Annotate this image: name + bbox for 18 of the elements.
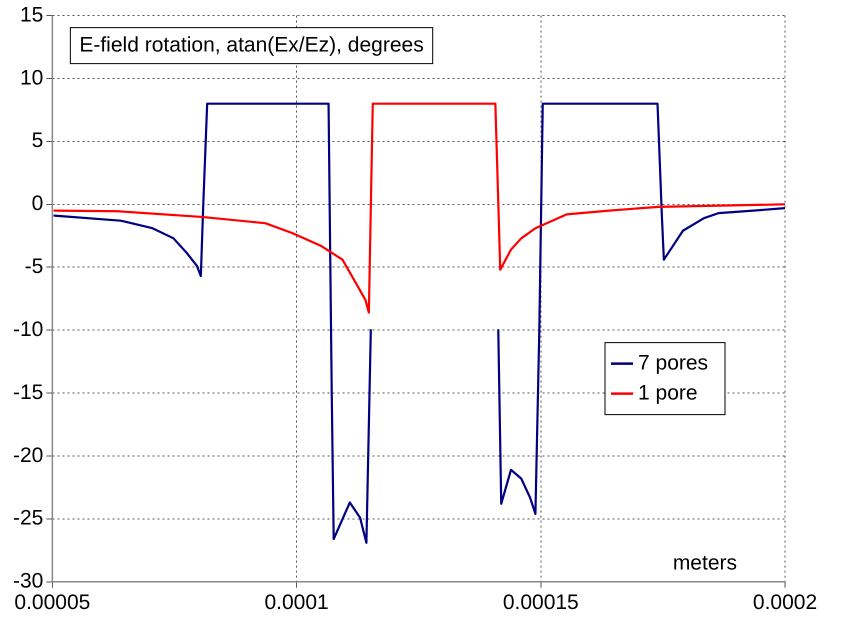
y-tick-label: 15 [20, 3, 44, 26]
y-tick-label: -30 [12, 570, 44, 593]
y-tick-label: 10 [20, 66, 44, 90]
y-tick-label: -25 [12, 506, 44, 530]
y-tick-label: -20 [12, 444, 44, 467]
y-tick-label: 0 [32, 192, 44, 216]
x-tick-label: 0.0001 [264, 591, 329, 614]
y-tick-label: -15 [12, 380, 44, 404]
x-axis-title: meters [672, 552, 737, 575]
legend-label: 1 pore [638, 381, 698, 404]
x-tick-label: 0.0002 [752, 591, 818, 614]
legend-label: 7 pores [638, 351, 708, 374]
y-tick-label: -10 [12, 318, 44, 341]
text: E-field rotation, atan(Ex/Ez), degrees [79, 33, 424, 56]
x-tick-label: 0.00005 [14, 591, 90, 614]
x-tick-label: 0.00015 [502, 591, 579, 614]
y-tick-label: -5 [24, 255, 44, 278]
y-tick-label: 5 [32, 129, 44, 152]
